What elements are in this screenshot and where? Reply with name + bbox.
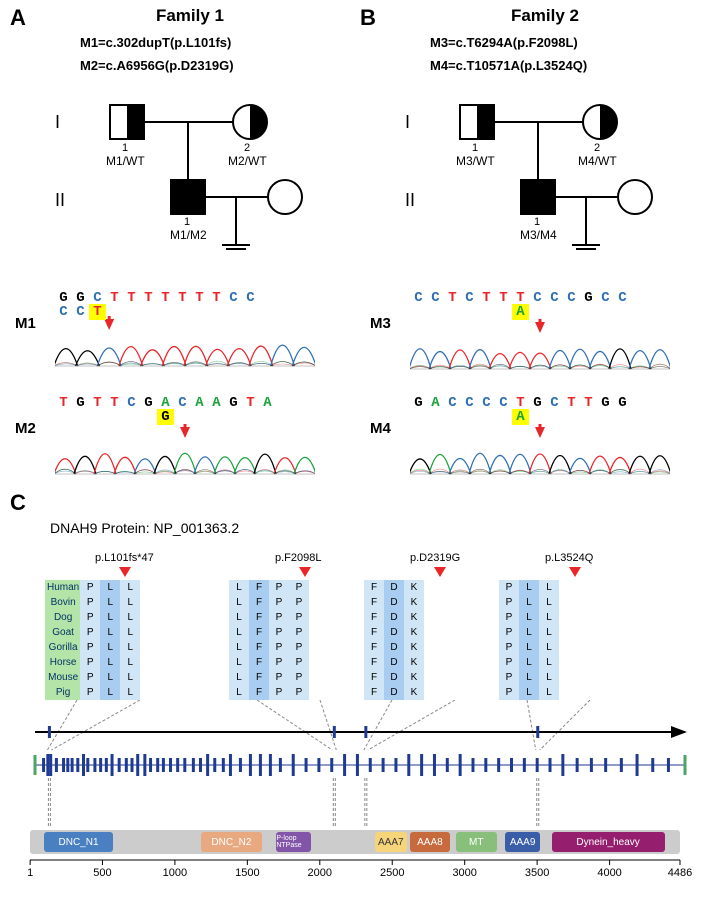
family2-gen2: II <box>405 190 415 211</box>
svg-text:1000: 1000 <box>163 867 187 878</box>
family2-m3-line: M3=c.T6294A(p.F2098L) <box>430 35 578 50</box>
family2-i2-num: 2 <box>594 142 600 154</box>
seq-m4: GACCCCTGCTTGG A <box>410 395 670 484</box>
panel-c-letter: C <box>10 490 26 516</box>
family1-geno-ii1: M1/M2 <box>170 228 207 242</box>
family1-gen1: I <box>55 112 60 133</box>
svg-text:4000: 4000 <box>597 867 621 878</box>
seq-m3-label: M3 <box>370 315 391 332</box>
protein-title: DNAH9 Protein: NP_001363.2 <box>50 520 239 536</box>
seq-m2-label: M2 <box>15 420 36 437</box>
svg-text:2000: 2000 <box>308 867 332 878</box>
family1-geno-i1: M1/WT <box>106 154 145 168</box>
svg-text:3000: 3000 <box>452 867 476 878</box>
pedigree-family2 <box>400 85 700 285</box>
conservation-table-3: PLLPLLPLLPLLPLLPLLPLLPLL <box>499 580 559 700</box>
variant-label-1: p.F2098L <box>275 552 321 564</box>
family1-title: Family 1 <box>130 6 250 26</box>
pedigree-family1 <box>50 85 350 285</box>
family2-m4-line: M4=c.T10571A(p.L3524Q) <box>430 58 587 73</box>
family1-gen2: II <box>55 190 65 211</box>
svg-text:1: 1 <box>27 867 33 878</box>
ruler: 150010001500200025003000350040004486 <box>25 858 705 878</box>
svg-text:3500: 3500 <box>525 867 549 878</box>
family1-i2-num: 2 <box>244 142 250 154</box>
seq-m1-label: M1 <box>15 315 36 332</box>
svg-text:2500: 2500 <box>380 867 404 878</box>
variant-label-2: p.D2319G <box>410 552 460 564</box>
family1-geno-i2: M2/WT <box>228 154 267 168</box>
family2-geno-ii1: M3/M4 <box>520 228 557 242</box>
seq-m1: GGCTTTTTTTCC CCT <box>55 290 315 376</box>
panel-b-letter: B <box>360 5 376 31</box>
svg-text:500: 500 <box>93 867 111 878</box>
family1-m2-line: M2=c.A6956G(p.D2319G) <box>80 58 234 73</box>
conservation-table-1: LFPPLFPPLFPPLFPPLFPPLFPPLFPPLFPP <box>229 580 309 700</box>
svg-text:4486: 4486 <box>668 867 692 878</box>
variant-label-0: p.L101fs*47 <box>95 552 154 564</box>
conservation-table-2: FDKFDKFDKFDKFDKFDKFDKFDK <box>364 580 424 700</box>
family2-i1-num: 1 <box>472 142 478 154</box>
family1-i1-num: 1 <box>122 142 128 154</box>
conservation-table-0: HumanPLLBovinPLLDogPLLGoatPLLGorillaPLLH… <box>45 580 140 700</box>
seq-m4-label: M4 <box>370 420 391 437</box>
family1-ii1-num: 1 <box>184 216 190 228</box>
svg-text:1500: 1500 <box>235 867 259 878</box>
family2-ii1-num: 1 <box>534 216 540 228</box>
seq-m2: TGTTCGACAAGTA G <box>55 395 315 484</box>
family2-gen1: I <box>405 112 410 133</box>
panel-a-letter: A <box>10 5 26 31</box>
seq-m3: CCTCTTTCCCGCC A <box>410 290 670 379</box>
family2-geno-i2: M4/WT <box>578 154 617 168</box>
variant-label-3: p.L3524Q <box>545 552 593 564</box>
family2-title: Family 2 <box>485 6 605 26</box>
family2-geno-i1: M3/WT <box>456 154 495 168</box>
family1-m1-line: M1=c.302dupT(p.L101fs) <box>80 35 231 50</box>
